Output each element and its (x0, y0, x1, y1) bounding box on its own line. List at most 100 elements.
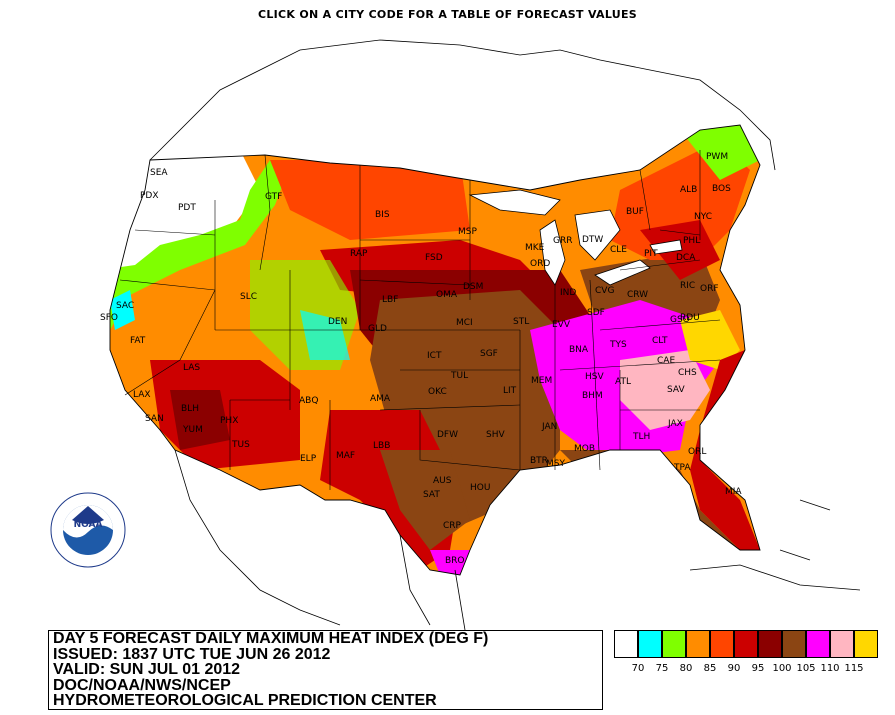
city-code-sdf[interactable]: SDF (587, 308, 605, 318)
city-code-pdt[interactable]: PDT (178, 203, 196, 213)
city-code-jan[interactable]: JAN (541, 422, 557, 432)
city-code-den[interactable]: DEN (328, 317, 347, 327)
legend-swatch (782, 630, 806, 658)
city-code-las[interactable]: LAS (183, 363, 200, 373)
legend-label: 75 (655, 663, 669, 674)
city-code-grr[interactable]: GRR (553, 236, 572, 246)
city-code-san[interactable]: SAN (145, 414, 164, 424)
city-code-orl[interactable]: ORL (688, 447, 706, 457)
city-code-lax[interactable]: LAX (133, 390, 151, 400)
city-code-alb[interactable]: ALB (680, 185, 697, 195)
city-code-tlh[interactable]: TLH (632, 432, 650, 442)
city-code-dtw[interactable]: DTW (582, 235, 603, 245)
city-code-hou[interactable]: HOU (470, 483, 490, 493)
city-code-cle[interactable]: CLE (610, 245, 627, 255)
city-code-ict[interactable]: ICT (427, 351, 442, 361)
city-code-atl[interactable]: ATL (615, 377, 631, 387)
city-code-ama[interactable]: AMA (370, 394, 391, 404)
city-code-bro[interactable]: BRO (445, 556, 465, 566)
city-code-elp[interactable]: ELP (300, 454, 317, 464)
city-code-oma[interactable]: OMA (436, 290, 458, 300)
city-code-abq[interactable]: ABQ (299, 396, 318, 406)
legend-swatch (758, 630, 782, 658)
city-code-cae[interactable]: CAE (657, 356, 675, 366)
city-code-rap[interactable]: RAP (350, 249, 368, 259)
legend-swatch (686, 630, 710, 658)
city-code-aus[interactable]: AUS (433, 476, 452, 486)
city-code-mob[interactable]: MOB (574, 444, 595, 454)
city-code-gld[interactable]: GLD (368, 324, 387, 334)
city-code-bhm[interactable]: BHM (582, 391, 603, 401)
city-code-rdu[interactable]: RDU (680, 313, 700, 323)
city-code-fsd[interactable]: FSD (425, 253, 443, 263)
city-code-ord[interactable]: ORD (530, 259, 550, 269)
legend-label: 80 (679, 663, 693, 674)
legend-swatch (734, 630, 758, 658)
map-info-box: DAY 5 FORECAST DAILY MAXIMUM HEAT INDEX … (48, 630, 603, 710)
city-code-phl[interactable]: PHL (683, 236, 700, 246)
city-code-cvg[interactable]: CVG (595, 286, 614, 296)
city-code-sat[interactable]: SAT (423, 490, 440, 500)
svg-text:NOAA: NOAA (74, 520, 103, 530)
city-code-shv[interactable]: SHV (486, 430, 505, 440)
city-code-crw[interactable]: CRW (627, 290, 648, 300)
legend-swatch (662, 630, 686, 658)
city-code-slc[interactable]: SLC (240, 292, 257, 302)
legend-label: 115 (844, 663, 864, 674)
city-code-yum[interactable]: YUM (182, 425, 203, 435)
city-code-tul[interactable]: TUL (450, 371, 468, 381)
legend-label: 110 (820, 663, 840, 674)
city-code-ric[interactable]: RIC (680, 281, 695, 291)
city-code-mem[interactable]: MEM (531, 376, 552, 386)
city-code-nyc[interactable]: NYC (694, 212, 712, 222)
city-code-maf[interactable]: MAF (336, 451, 355, 461)
city-code-lbf[interactable]: LBF (382, 295, 398, 305)
city-code-sav[interactable]: SAV (667, 385, 685, 395)
city-code-blh[interactable]: BLH (181, 404, 199, 414)
city-code-pdx[interactable]: PDX (140, 191, 159, 201)
city-code-lit[interactable]: LIT (503, 386, 517, 396)
city-code-dfw[interactable]: DFW (437, 430, 458, 440)
legend-label: 90 (727, 663, 741, 674)
city-code-pit[interactable]: PIT (644, 249, 658, 259)
city-code-msp[interactable]: MSP (458, 227, 477, 237)
city-code-clt[interactable]: CLT (652, 336, 668, 346)
city-code-sea[interactable]: SEA (150, 168, 168, 178)
city-code-fat[interactable]: FAT (130, 336, 146, 346)
city-code-jax[interactable]: JAX (667, 419, 683, 429)
city-code-gso[interactable]: GSO (670, 315, 690, 325)
city-code-gtf[interactable]: GTF (265, 192, 282, 202)
city-code-tys[interactable]: TYS (609, 340, 627, 350)
city-code-mci[interactable]: MCI (456, 318, 473, 328)
city-code-sgf[interactable]: SGF (480, 349, 498, 359)
city-code-bis[interactable]: BIS (375, 210, 390, 220)
city-code-sfo[interactable]: SFO (100, 313, 118, 323)
city-code-ind[interactable]: IND (560, 288, 576, 298)
city-code-buf[interactable]: BUF (626, 207, 644, 217)
city-code-msy[interactable]: MSY (546, 459, 565, 469)
city-code-crp[interactable]: CRP (443, 521, 462, 531)
city-code-mia[interactable]: MIA (725, 487, 742, 497)
city-code-bos[interactable]: BOS (712, 184, 731, 194)
city-code-mke[interactable]: MKE (525, 243, 545, 253)
city-codes: SEA PDX PDT GTF BIS MSP SAC SFO FAT LAX SAN LAS SLC D… (100, 152, 742, 566)
state-borders (109, 124, 761, 576)
city-code-stl[interactable]: STL (513, 317, 529, 327)
city-code-tus[interactable]: TUS (231, 440, 250, 450)
city-code-sac[interactable]: SAC (116, 301, 134, 311)
city-code-okc[interactable]: OKC (428, 387, 447, 397)
city-code-pwm[interactable]: PWM (706, 152, 728, 162)
city-code-bna[interactable]: BNA (569, 345, 589, 355)
city-code-tpa[interactable]: TPA (673, 463, 691, 473)
city-code-phx[interactable]: PHX (220, 416, 238, 426)
city-code-lbb[interactable]: LBB (373, 441, 390, 451)
city-code-chs[interactable]: CHS (678, 368, 697, 378)
city-code-btr[interactable]: BTR (530, 456, 548, 466)
city-code-hsv[interactable]: HSV (585, 372, 604, 382)
country-borders (149, 39, 861, 626)
city-code-dca[interactable]: DCA (676, 253, 696, 263)
city-code-evv[interactable]: EVV (552, 320, 571, 330)
city-code-orf[interactable]: ORF (700, 284, 719, 294)
city-code-dsm[interactable]: DSM (463, 282, 483, 292)
legend-label: 70 (631, 663, 645, 674)
